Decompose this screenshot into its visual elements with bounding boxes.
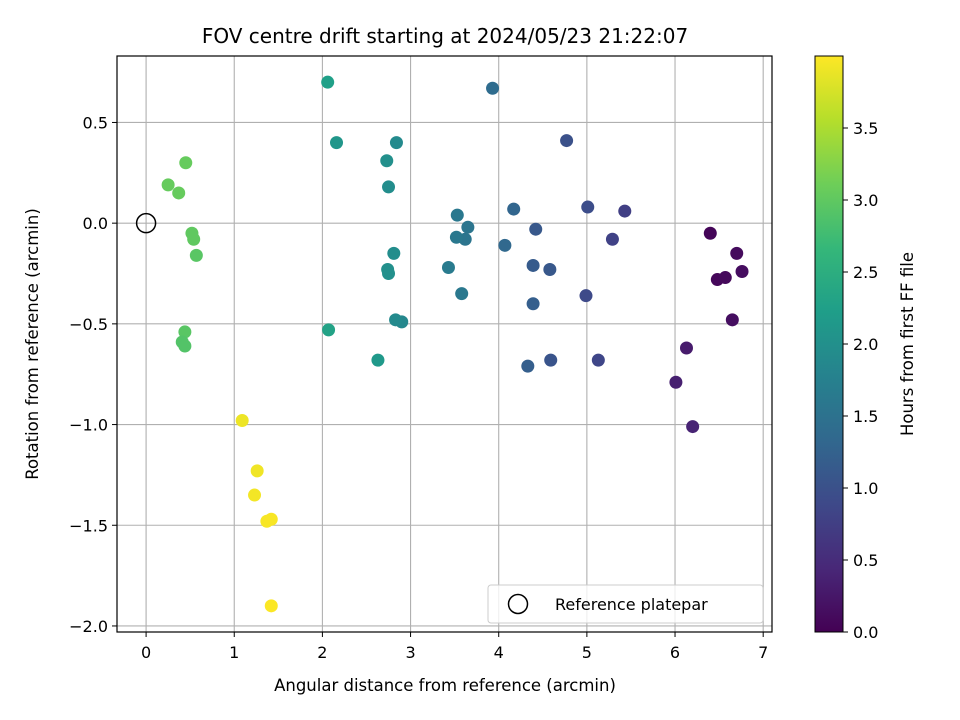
data-point <box>189 248 203 262</box>
plot-frame <box>116 55 773 633</box>
data-point <box>389 313 403 327</box>
data-point <box>441 260 455 274</box>
data-point <box>618 204 632 218</box>
data-point <box>172 186 186 200</box>
colorbar-tick-label: 1.5 <box>853 407 878 426</box>
legend-box <box>487 584 764 624</box>
data-point <box>725 313 739 327</box>
data-point <box>498 238 512 252</box>
y-axis-label: Rotation from reference (arcmin) <box>23 208 42 480</box>
data-point <box>507 202 521 216</box>
chart-title: FOV centre drift starting at 2024/05/23 … <box>202 24 688 48</box>
data-point <box>526 258 540 272</box>
data-point <box>371 353 385 367</box>
data-point <box>591 353 605 367</box>
colorbar: 0.0 0.5 1.0 1.5 2.0 2.5 3.0 3.5 Hours from firs… <box>814 55 917 642</box>
data-point <box>179 156 193 170</box>
data-point <box>543 262 557 276</box>
data-point <box>544 353 558 367</box>
x-axis-label: Angular distance from reference (arcmin) <box>274 676 616 695</box>
data-point <box>730 246 744 260</box>
data-point <box>718 271 732 285</box>
colorbar-gradient <box>814 55 844 633</box>
colorbar-ticks: 0.0 0.5 1.0 1.5 2.0 2.5 3.0 3.5 <box>843 119 878 642</box>
data-point <box>389 136 403 150</box>
y-tick-label: 0.5 <box>83 113 108 132</box>
colorbar-tick-label: 0.0 <box>853 623 878 642</box>
data-point <box>248 488 262 502</box>
data-point <box>526 297 540 311</box>
x-tick-label: 1 <box>229 643 239 662</box>
colorbar-tick-label: 2.5 <box>853 263 878 282</box>
colorbar-tick-label: 3.0 <box>853 191 878 210</box>
data-point <box>264 599 278 613</box>
data-point <box>529 222 543 236</box>
data-point <box>579 289 593 303</box>
y-tick-label: −0.5 <box>69 315 108 334</box>
data-point <box>322 323 336 337</box>
data-point <box>449 230 463 244</box>
data-point <box>250 464 264 478</box>
data-point <box>387 246 401 260</box>
x-tick-label: 2 <box>317 643 327 662</box>
y-tick-label: −1.5 <box>69 516 108 535</box>
x-tick-label: 0 <box>141 643 151 662</box>
y-tick-label: 0.0 <box>83 214 108 233</box>
y-tick-label: −1.0 <box>69 416 108 435</box>
data-points <box>161 75 749 613</box>
data-point <box>235 414 249 428</box>
data-point <box>161 178 175 192</box>
data-point <box>187 232 201 246</box>
reference-marker-group <box>135 212 157 234</box>
x-tick-label: 7 <box>758 643 768 662</box>
data-point <box>486 81 500 95</box>
data-point <box>521 359 535 373</box>
data-point <box>735 264 749 278</box>
data-point <box>461 220 475 234</box>
data-point <box>382 180 396 194</box>
legend: Reference platepar <box>487 584 764 624</box>
reference-point-marker <box>135 212 157 234</box>
x-tick-label: 4 <box>494 643 504 662</box>
data-point <box>450 208 464 222</box>
data-point <box>669 375 683 389</box>
data-point <box>703 226 717 240</box>
x-tick-label: 6 <box>670 643 680 662</box>
y-axis-ticks: −2.0 −1.5 −1.0 −0.5 0.0 0.5 <box>69 113 117 636</box>
colorbar-tick-label: 2.0 <box>853 335 878 354</box>
data-point <box>679 341 693 355</box>
data-point <box>605 232 619 246</box>
data-point <box>455 287 469 301</box>
data-point <box>330 136 344 150</box>
data-point <box>178 339 192 353</box>
data-point <box>264 512 278 526</box>
y-tick-label: −2.0 <box>69 617 108 636</box>
data-point <box>686 420 700 434</box>
data-point <box>380 154 394 168</box>
data-point <box>560 134 574 148</box>
x-tick-label: 3 <box>405 643 415 662</box>
colorbar-tick-label: 3.5 <box>853 119 878 138</box>
legend-reference-marker <box>507 593 529 615</box>
x-axis-ticks: 0 1 2 3 4 5 6 7 <box>141 632 768 662</box>
x-tick-label: 5 <box>582 643 592 662</box>
colorbar-label: Hours from first FF file <box>898 252 917 436</box>
data-point <box>178 325 192 339</box>
data-point <box>581 200 595 214</box>
legend-entry-label: Reference platepar <box>555 595 708 614</box>
colorbar-tick-label: 1.0 <box>853 479 878 498</box>
grid-lines <box>117 56 772 632</box>
data-point <box>321 75 335 89</box>
colorbar-tick-label: 0.5 <box>853 551 878 570</box>
data-point <box>381 262 395 276</box>
